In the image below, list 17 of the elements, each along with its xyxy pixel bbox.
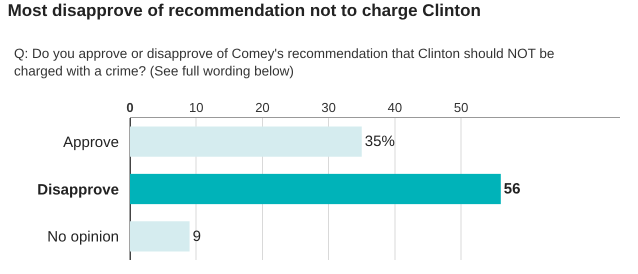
- chart-title: Most disapprove of recommendation not to charge Clinton: [8, 1, 481, 20]
- chart-subtitle: Q: Do you approve or disapprove of Comey's recommendation that Clinton should NOT be charged with a crime? (See full wording below): [14, 46, 554, 79]
- x-tick-label: 0: [126, 100, 134, 115]
- x-tick-label: 30: [321, 100, 336, 115]
- x-tick-label: 10: [188, 100, 204, 115]
- data-label: 56: [504, 180, 520, 198]
- x-tick-label: 40: [388, 100, 402, 115]
- bar: [130, 126, 362, 157]
- y-tick-label: Approve: [63, 134, 119, 151]
- bar: [130, 174, 501, 204]
- bar: [130, 221, 190, 252]
- data-label: 9: [192, 228, 201, 245]
- y-tick-label: Disapprove: [37, 181, 119, 198]
- x-tick-label: 50: [454, 100, 468, 115]
- y-tick-label: No opinion: [47, 228, 119, 246]
- x-tick-label: 20: [255, 100, 270, 115]
- data-label: 35%: [364, 133, 395, 150]
